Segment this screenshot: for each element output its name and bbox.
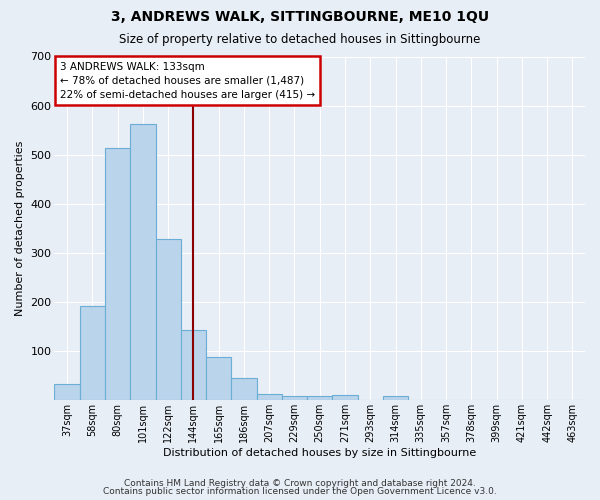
Text: 3 ANDREWS WALK: 133sqm
← 78% of detached houses are smaller (1,487)
22% of semi-: 3 ANDREWS WALK: 133sqm ← 78% of detached… bbox=[60, 62, 315, 100]
Bar bbox=[206, 357, 232, 400]
Bar bbox=[332, 396, 358, 400]
Text: Contains HM Land Registry data © Crown copyright and database right 2024.: Contains HM Land Registry data © Crown c… bbox=[124, 478, 476, 488]
Bar bbox=[105, 148, 130, 400]
Bar bbox=[181, 330, 206, 400]
Bar bbox=[232, 378, 257, 400]
Bar bbox=[282, 396, 307, 400]
Bar bbox=[130, 124, 155, 400]
Text: 3, ANDREWS WALK, SITTINGBOURNE, ME10 1QU: 3, ANDREWS WALK, SITTINGBOURNE, ME10 1QU bbox=[111, 10, 489, 24]
Bar bbox=[383, 396, 408, 400]
Bar bbox=[155, 240, 181, 400]
Text: Size of property relative to detached houses in Sittingbourne: Size of property relative to detached ho… bbox=[119, 32, 481, 46]
Bar bbox=[257, 394, 282, 400]
Bar bbox=[55, 384, 80, 400]
X-axis label: Distribution of detached houses by size in Sittingbourne: Distribution of detached houses by size … bbox=[163, 448, 476, 458]
Bar bbox=[307, 396, 332, 400]
Bar bbox=[80, 306, 105, 400]
Y-axis label: Number of detached properties: Number of detached properties bbox=[15, 140, 25, 316]
Text: Contains public sector information licensed under the Open Government Licence v3: Contains public sector information licen… bbox=[103, 487, 497, 496]
